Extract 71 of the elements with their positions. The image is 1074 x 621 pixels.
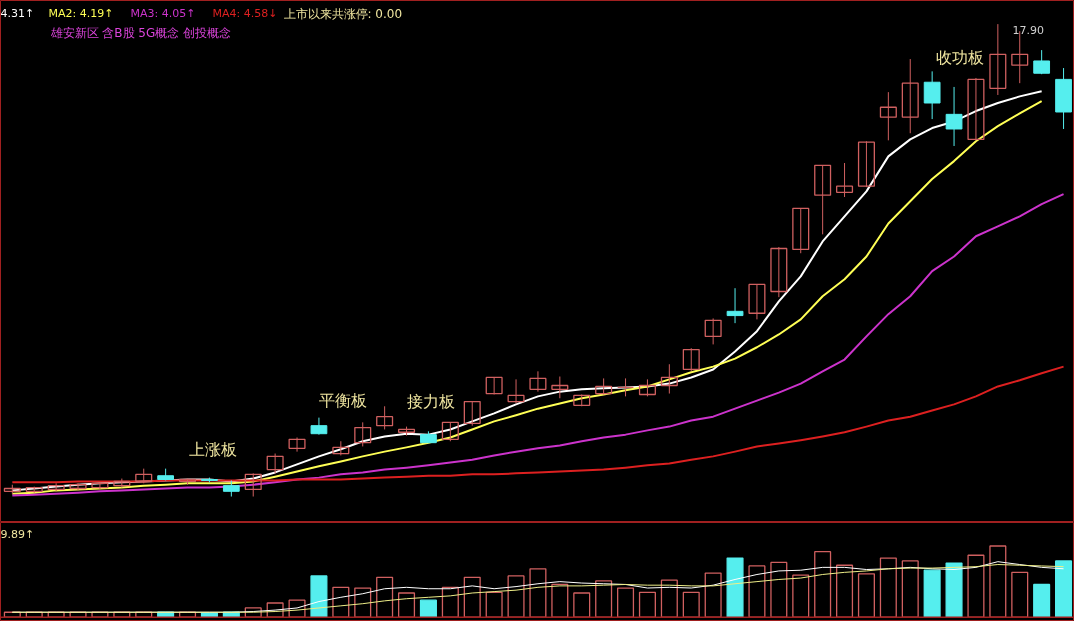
bar [704, 572, 722, 618]
bar [573, 592, 591, 618]
bar [836, 564, 854, 618]
bar [945, 562, 963, 618]
candlestick [244, 472, 262, 498]
bar [638, 591, 656, 618]
bar [748, 565, 766, 618]
text: MA2: 4.19↑ [48, 7, 114, 20]
candlestick [529, 370, 547, 393]
bar [726, 557, 744, 618]
candlestick [770, 246, 788, 298]
bar [989, 545, 1007, 618]
text: 4.31↑ [0, 7, 35, 20]
candlestick [485, 376, 503, 395]
candlestick [792, 207, 810, 254]
candlestick [507, 378, 525, 404]
annotation: 17.90 [1012, 23, 1044, 37]
text: MA3: 4.05↑ [130, 7, 196, 20]
text: 9.89↑ [0, 528, 35, 541]
candlestick [354, 421, 372, 447]
annotation: 收功板 [935, 48, 984, 67]
annotation: 接力板 [406, 392, 455, 411]
bar [792, 574, 810, 618]
candlestick [288, 436, 306, 453]
candlestick [989, 23, 1007, 96]
bar [682, 591, 700, 618]
bar [770, 561, 788, 618]
bar [967, 554, 985, 618]
candlestick [726, 287, 744, 324]
candlestick [617, 377, 635, 397]
bar [617, 587, 635, 618]
bar [857, 573, 875, 618]
bar [507, 575, 525, 618]
candlestick [879, 91, 897, 141]
annotation: 平衡板 [318, 391, 367, 410]
bar [1033, 583, 1051, 618]
annotation: 上涨板 [188, 440, 237, 459]
bar [1011, 571, 1029, 618]
candlestick [923, 70, 941, 120]
text: 上市以来共涨停: 0.00 [283, 6, 403, 21]
bar [1055, 560, 1073, 618]
candlestick [69, 482, 87, 491]
bar [419, 599, 437, 618]
bar [310, 575, 328, 618]
bar [901, 560, 919, 618]
candlestick [967, 77, 985, 141]
candlestick [704, 317, 722, 345]
candlestick [463, 400, 481, 427]
bar [529, 568, 547, 618]
candlestick [682, 347, 700, 372]
bar [923, 569, 941, 618]
candlestick [47, 482, 65, 492]
bar [814, 551, 832, 618]
candlestick [551, 376, 569, 399]
candlestick [836, 162, 854, 198]
candlestick [748, 283, 766, 320]
candlestick [91, 481, 109, 490]
candlestick [857, 140, 875, 188]
candlestick [310, 417, 328, 436]
candlestick [376, 405, 394, 430]
candlestick [441, 421, 459, 442]
text: MA4: 4.58↓ [212, 7, 278, 20]
bar [879, 557, 897, 618]
bar [485, 591, 503, 618]
candlestick [660, 363, 678, 395]
annotation: 雄安新区 含B股 5G概念 创投概念 [49, 25, 232, 40]
candlestick [266, 453, 284, 474]
candlestick [814, 164, 832, 235]
candlestick [901, 58, 919, 134]
candlestick [1033, 49, 1051, 75]
candlestick [945, 86, 963, 147]
